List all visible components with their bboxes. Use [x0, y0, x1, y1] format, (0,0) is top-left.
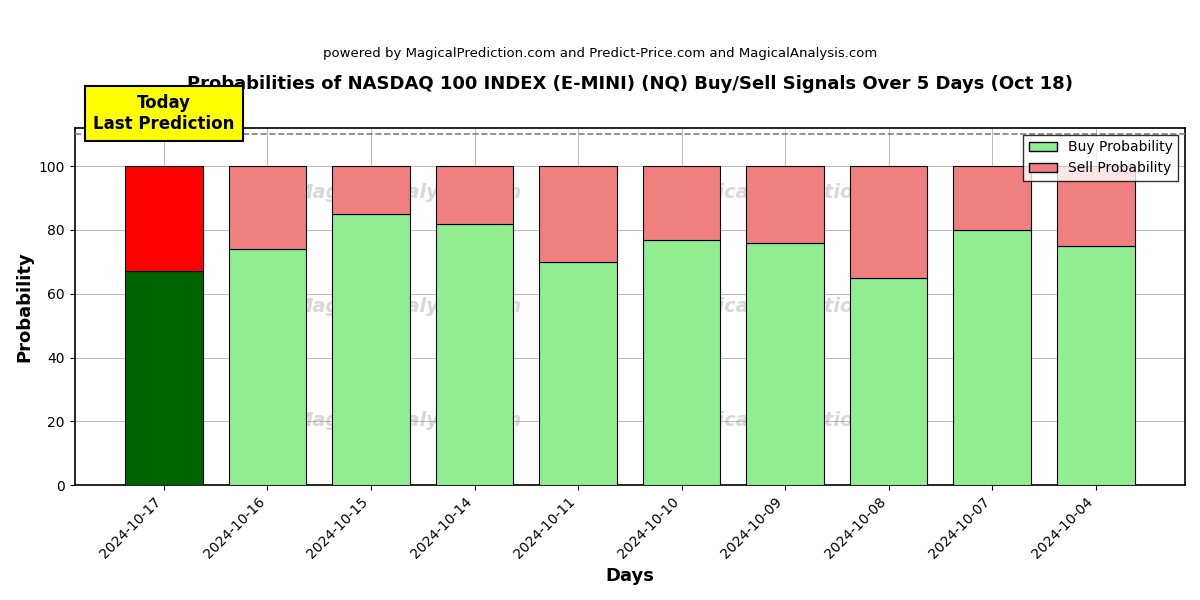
Text: Today
Last Prediction: Today Last Prediction	[94, 94, 235, 133]
Bar	[1057, 166, 1134, 246]
Bar	[436, 224, 514, 485]
Text: MagicalPrediction.com: MagicalPrediction.com	[672, 297, 920, 316]
Bar	[746, 243, 824, 485]
Text: MagicalPrediction.com: MagicalPrediction.com	[672, 182, 920, 202]
Bar	[125, 166, 203, 271]
Bar	[746, 166, 824, 243]
Bar	[953, 230, 1031, 485]
Bar	[850, 278, 928, 485]
Text: powered by MagicalPrediction.com and Predict-Price.com and MagicalAnalysis.com: powered by MagicalPrediction.com and Pre…	[323, 47, 877, 61]
Bar	[229, 249, 306, 485]
Text: MagicalAnalysis.com: MagicalAnalysis.com	[294, 412, 522, 430]
Y-axis label: Probability: Probability	[16, 251, 34, 362]
Text: MagicalPrediction.com: MagicalPrediction.com	[672, 412, 920, 430]
Legend: Buy Probability, Sell Probability: Buy Probability, Sell Probability	[1024, 135, 1178, 181]
Bar	[643, 239, 720, 485]
Bar	[539, 262, 617, 485]
Bar	[332, 166, 410, 214]
X-axis label: Days: Days	[605, 567, 654, 585]
Bar	[643, 166, 720, 239]
Bar	[229, 166, 306, 249]
Bar	[125, 271, 203, 485]
Text: MagicalAnalysis.com: MagicalAnalysis.com	[294, 297, 522, 316]
Bar	[332, 214, 410, 485]
Bar	[436, 166, 514, 224]
Title: Probabilities of NASDAQ 100 INDEX (E-MINI) (NQ) Buy/Sell Signals Over 5 Days (Oc: Probabilities of NASDAQ 100 INDEX (E-MIN…	[187, 75, 1073, 93]
Bar	[953, 166, 1031, 230]
Bar	[539, 166, 617, 262]
Text: MagicalAnalysis.com: MagicalAnalysis.com	[294, 182, 522, 202]
Bar	[1057, 246, 1134, 485]
Bar	[850, 166, 928, 278]
